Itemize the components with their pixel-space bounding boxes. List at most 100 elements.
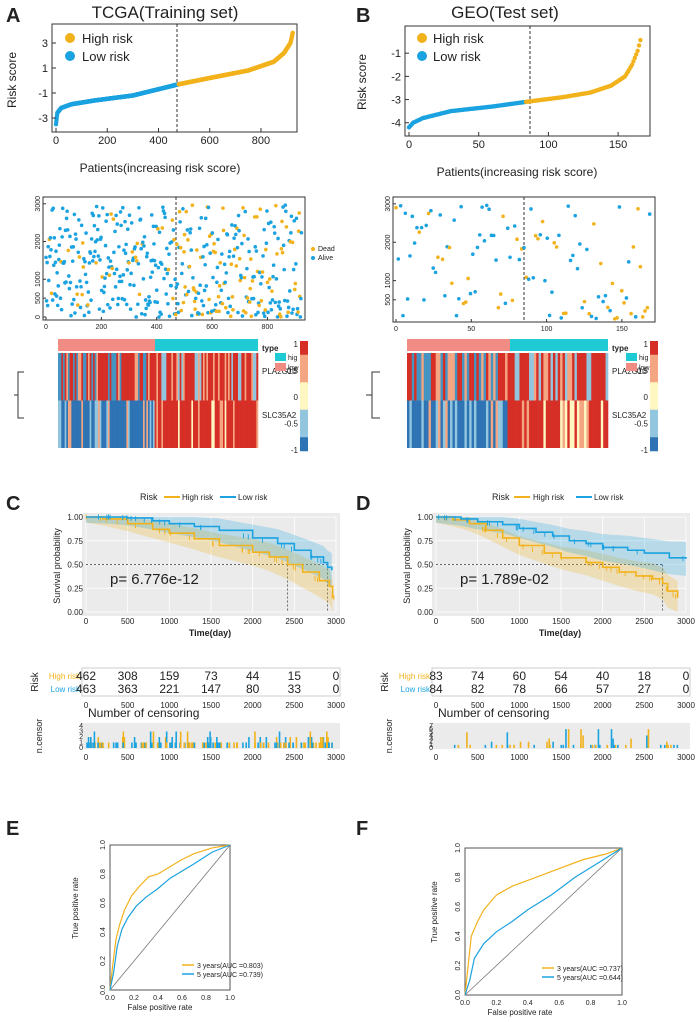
b-legend-high: High risk [433,31,484,46]
alive-point [264,241,269,246]
alive-point [213,302,218,307]
heatmap-cell [86,400,89,448]
heatmap-cell [106,400,109,448]
a-status-axes: 0 200 400 600 800 3000 2000 1000 500 0 [35,196,273,331]
heatmap-cell [555,400,559,448]
heatmap-cell [500,353,504,401]
scale-segment [650,440,658,443]
heatmap-cell [216,353,219,401]
table-cell: 74 [471,669,485,683]
heatmap-cell [445,353,448,401]
dead-point [231,307,235,312]
censor-bar [193,742,196,748]
legend-dot-alive [311,256,315,260]
heatmap-cell [83,400,85,448]
alive-point [200,299,204,303]
censor-bar [123,737,126,748]
scale-segment [650,387,658,391]
alive-point [624,296,629,300]
alive-point [110,297,115,302]
dead-point [587,311,591,316]
table-cell: 83 [429,669,443,683]
type-label-high: hig [639,355,648,362]
heatmap-cell [533,353,537,401]
dead-point [66,248,71,253]
heatmap-cell [423,400,427,448]
heatmap-cell [593,400,597,448]
alive-point [62,259,67,264]
heatmap-cell [228,400,230,448]
heatmap-cell [66,400,69,448]
y-tick-label: 1.00 [67,513,83,522]
alive-point [167,252,171,256]
heatmap-cell [600,400,604,448]
x-tick-label: 500 [471,753,485,762]
heatmap-cell [81,400,84,448]
x-tick-label: 500 [121,617,135,626]
alive-point [473,290,477,294]
heatmap-cell [462,400,465,448]
censor-bar [560,744,563,748]
heatmap-cell [442,353,446,401]
alive-point [236,213,241,218]
scale-segment [300,346,308,350]
heatmap-cell [151,400,154,448]
heatmap-cell [488,400,492,448]
y-tick-label: 1 [42,63,48,75]
table-cell: 0 [333,682,340,696]
dead-point [417,230,422,234]
heatmap-cell [538,400,542,448]
a-status-points [44,203,304,319]
heatmap-cell [512,400,515,448]
c-censor-ylabel: n.censor [34,719,44,754]
scale-segment [650,407,658,410]
alive-point [108,306,112,310]
b-dendrogram [366,371,380,419]
table-cell: 84 [429,682,443,696]
heatmap-cell [113,353,115,401]
heatmap-cell [123,353,125,401]
alive-point [175,282,180,286]
heatmap-cell [164,353,167,401]
heatmap-cell [485,400,489,448]
heatmap-cell [218,353,220,401]
dead-point [533,233,538,238]
table-cell: 44 [246,669,260,683]
alive-point [398,203,403,208]
risk-point [638,37,643,43]
heatmap-cell [206,353,209,401]
a-risk-plot: 0 200 400 600 800 3 1 -1 -3 High risk Low risk P… [5,23,298,175]
alive-point [147,295,151,299]
alive-point [452,218,456,222]
d-km-xlabel: Time(day) [539,628,581,638]
alive-point [155,300,160,305]
dead-point [297,211,302,215]
heatmap-cell [433,353,437,401]
scale-label: 0 [644,393,649,402]
scale-segment [650,382,658,386]
alive-point [491,233,496,238]
scale-segment [300,341,308,344]
c-legend-title: Risk [140,492,158,502]
heatmap-cell [244,353,247,401]
heatmap-cell [524,400,527,448]
heatmap-cell [109,400,112,448]
heatmap-cell [536,400,539,448]
heatmap-cell [569,400,573,448]
alive-point [568,258,573,263]
censor-bar [312,742,315,748]
heatmap-cell [151,353,154,401]
alive-point [196,291,201,296]
scale-segment [650,371,658,375]
alive-point [273,300,278,305]
heatmap-cell [184,400,187,448]
alive-point [76,250,81,255]
heatmap-cell [567,353,571,401]
alive-point [59,307,64,312]
censor-bar [659,744,662,748]
heatmap-cell [128,353,130,401]
censor-bar [292,742,294,748]
heatmap-cell [596,400,599,448]
alive-point [230,223,234,227]
